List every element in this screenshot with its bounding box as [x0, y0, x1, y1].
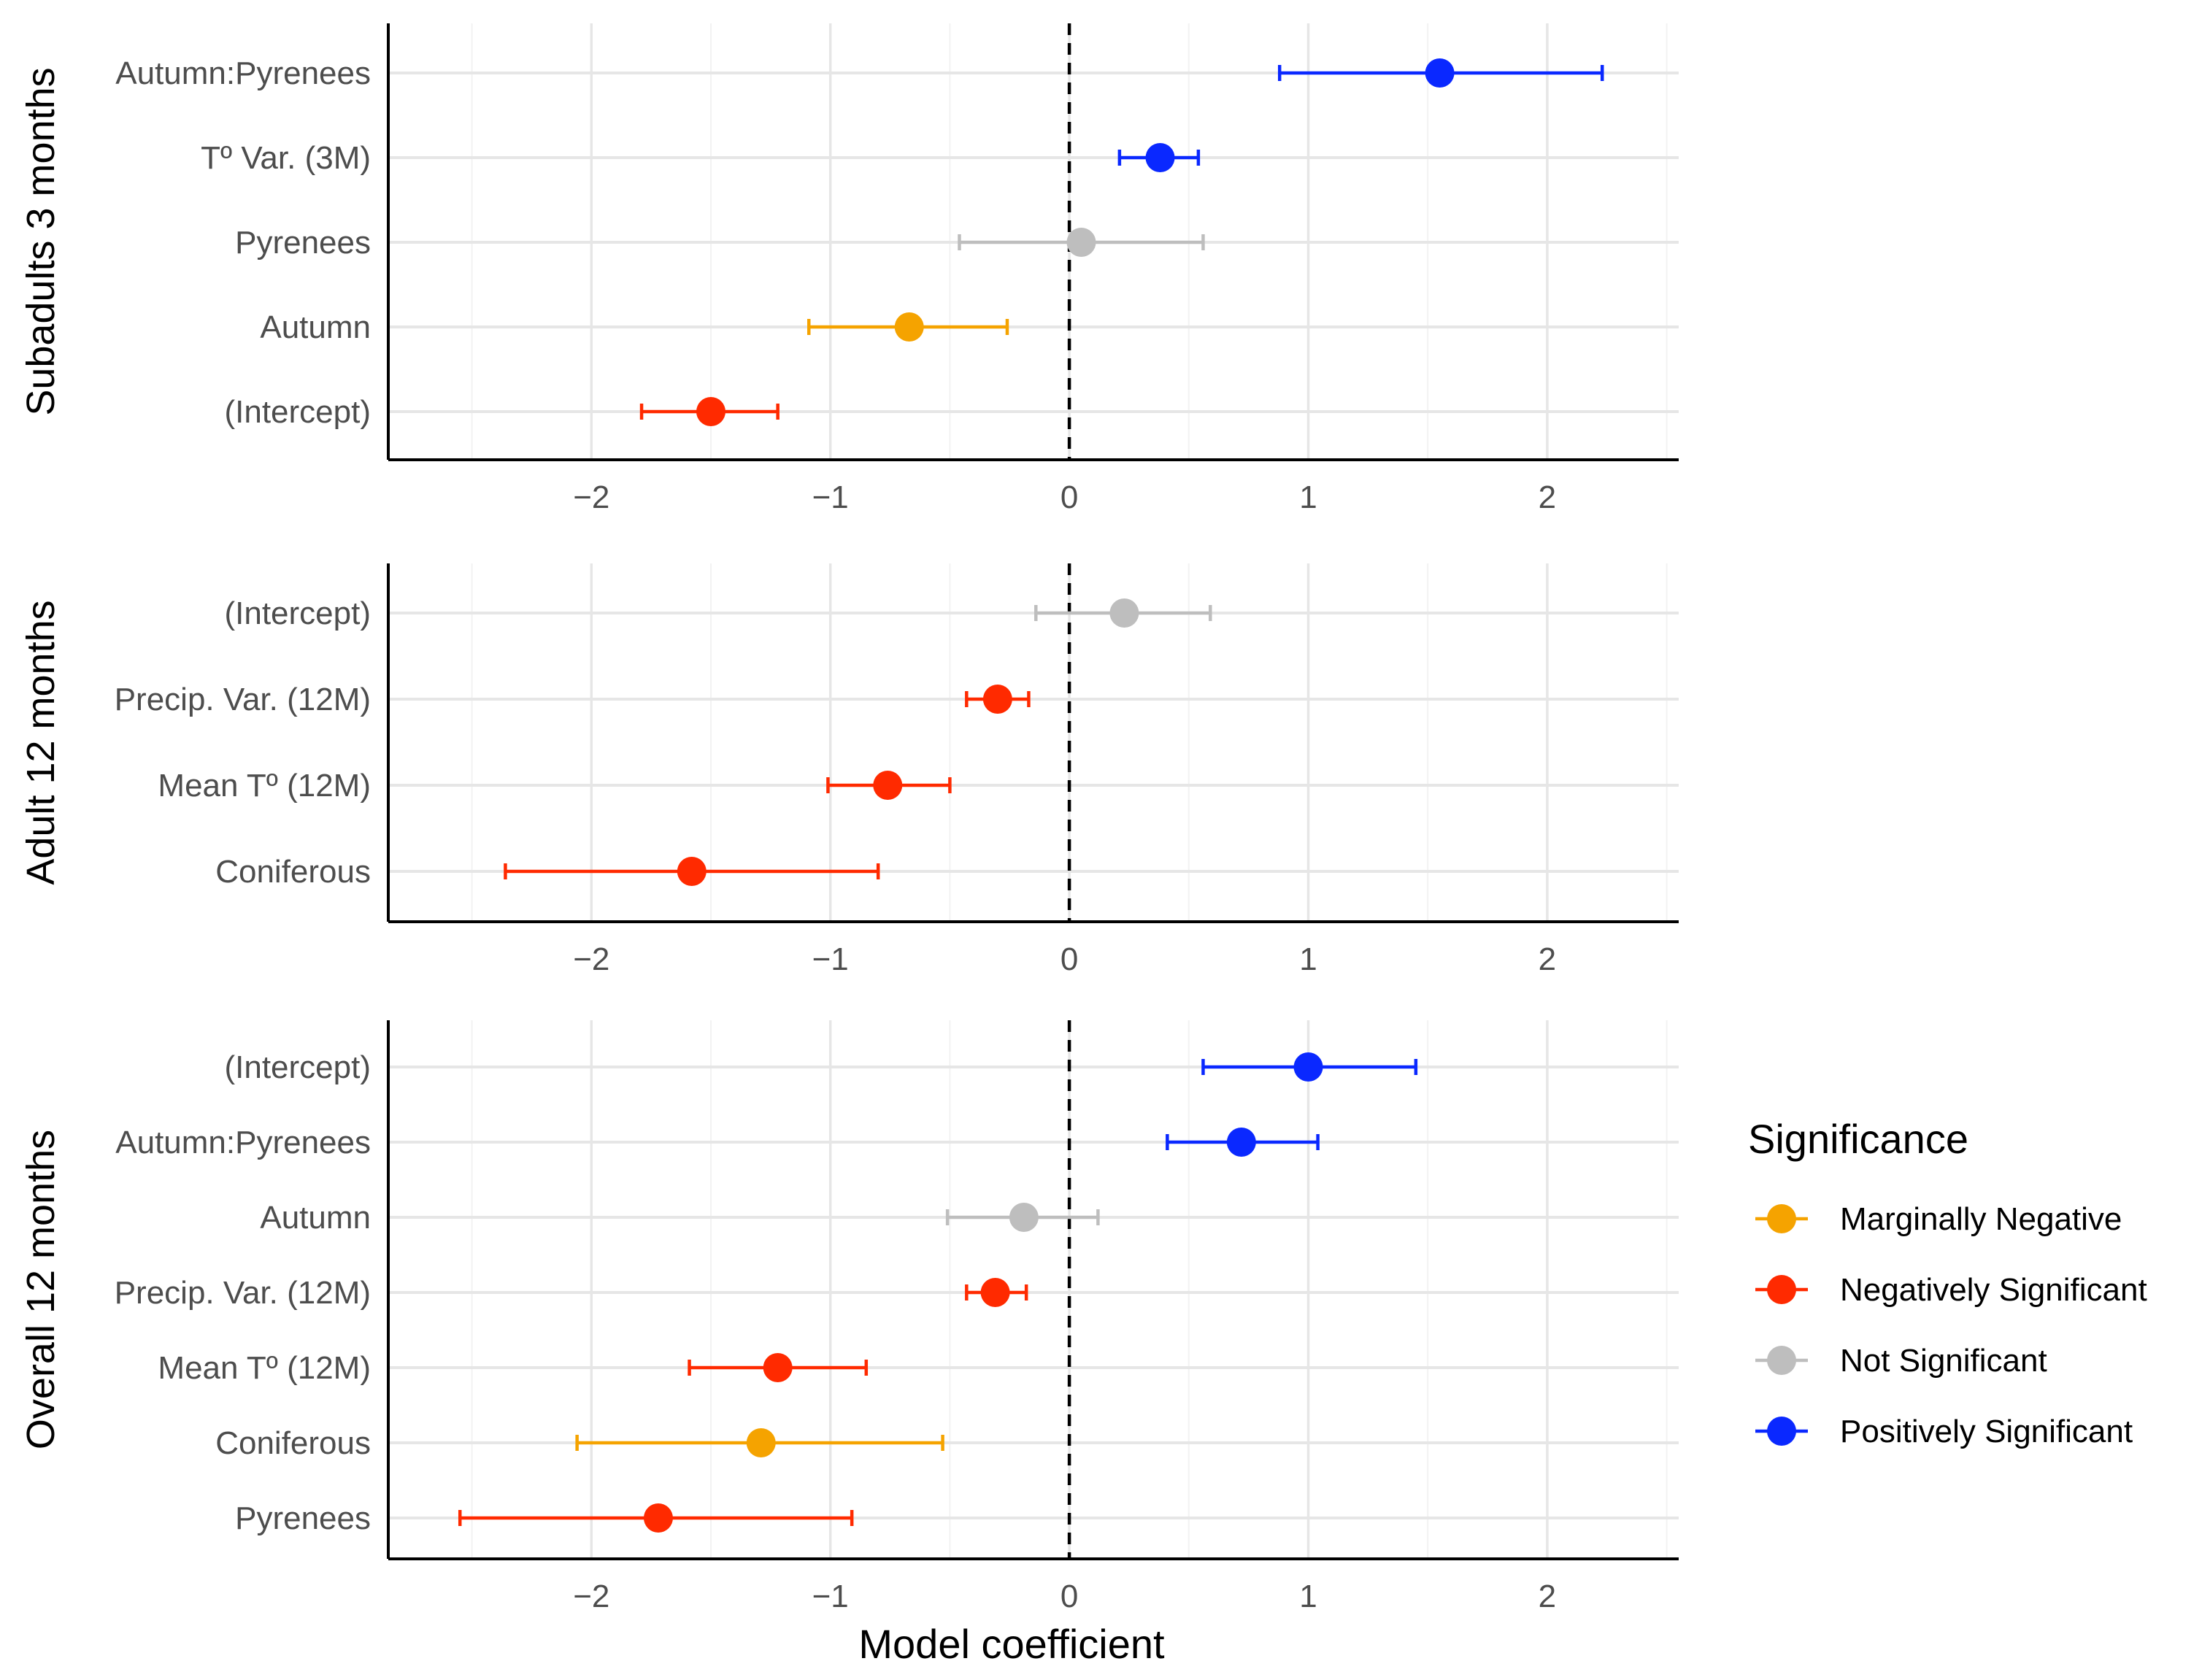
row-label-autumn-pyrenees: Autumn:Pyrenees	[115, 1125, 371, 1160]
estimate-point-autumn	[1009, 1203, 1039, 1232]
x-tick-label-subadults-3-months: −1	[812, 479, 849, 515]
legend-key-point-negatively-significant	[1767, 1275, 1796, 1304]
row-label-pyrenees: Pyrenees	[235, 225, 371, 261]
x-axis-title: Model coefficient	[858, 1621, 1165, 1667]
x-tick-label-adult-12-months: 1	[1299, 941, 1317, 977]
panel-title-overall-12-months: Overall 12 months	[19, 1130, 63, 1449]
x-tick-label-overall-12-months: −2	[573, 1579, 609, 1614]
estimate-point-intercept	[696, 397, 725, 426]
estimate-point-precip-var-12m	[982, 685, 1012, 714]
row-label-pyrenees: Pyrenees	[235, 1500, 371, 1536]
estimate-point-intercept	[1109, 598, 1139, 628]
estimate-point-mean-t-12m	[873, 771, 903, 800]
legend-label-negatively-significant: Negatively Significant	[1840, 1272, 2147, 1308]
x-tick-label-subadults-3-months: −2	[573, 479, 609, 515]
row-label-autumn-pyrenees: Autumn:Pyrenees	[115, 55, 371, 91]
row-label-intercept: (Intercept)	[224, 596, 371, 631]
x-tick-label-overall-12-months: −1	[812, 1579, 849, 1614]
estimate-point-intercept	[1293, 1052, 1323, 1082]
x-tick-label-adult-12-months: 2	[1539, 941, 1556, 977]
x-tick-label-overall-12-months: 0	[1060, 1579, 1078, 1614]
x-tick-label-subadults-3-months: 1	[1299, 479, 1317, 515]
row-label-precip-var-12m: Precip. Var. (12M)	[115, 1275, 371, 1311]
panel-title-subadults-3-months: Subadults 3 months	[19, 67, 63, 415]
row-label-coniferous: Coniferous	[215, 1425, 371, 1461]
x-tick-label-subadults-3-months: 0	[1060, 479, 1078, 515]
estimate-point-pyrenees	[1066, 228, 1096, 257]
x-tick-label-overall-12-months: 1	[1299, 1579, 1317, 1614]
row-label-mean-t-12m: Mean Tº (12M)	[158, 768, 371, 804]
row-label-intercept: (Intercept)	[224, 1049, 371, 1085]
legend-title: Significance	[1748, 1116, 1968, 1162]
legend-label-positively-significant: Positively Significant	[1840, 1414, 2133, 1449]
row-label-t-var-3m: Tº Var. (3M)	[201, 140, 371, 176]
legend-key-point-not-significant	[1767, 1346, 1796, 1375]
legend-label-marginally-negative: Marginally Negative	[1840, 1201, 2122, 1237]
estimate-point-autumn-pyrenees	[1226, 1128, 1256, 1157]
estimate-point-coniferous	[746, 1428, 776, 1457]
x-tick-label-subadults-3-months: 2	[1539, 479, 1556, 515]
panel-title-adult-12-months: Adult 12 months	[19, 600, 63, 885]
legend-key-point-positively-significant	[1767, 1417, 1796, 1446]
legend-key-point-marginally-negative	[1767, 1204, 1796, 1233]
row-label-intercept: (Intercept)	[224, 394, 371, 430]
estimate-point-mean-t-12m	[763, 1353, 793, 1382]
estimate-point-autumn	[894, 312, 924, 342]
estimate-point-pyrenees	[643, 1503, 673, 1533]
row-label-mean-t-12m: Mean Tº (12M)	[158, 1350, 371, 1386]
estimate-point-precip-var-12m	[980, 1278, 1010, 1307]
estimate-point-autumn-pyrenees	[1425, 58, 1455, 88]
x-tick-label-overall-12-months: 2	[1539, 1579, 1556, 1614]
x-tick-label-adult-12-months: −1	[812, 941, 849, 977]
row-label-autumn: Autumn	[260, 309, 371, 345]
row-label-autumn: Autumn	[260, 1200, 371, 1236]
estimate-point-t-var-3m	[1145, 143, 1175, 172]
row-label-coniferous: Coniferous	[215, 854, 371, 890]
x-tick-label-adult-12-months: 0	[1060, 941, 1078, 977]
row-label-precip-var-12m: Precip. Var. (12M)	[115, 682, 371, 717]
x-tick-label-adult-12-months: −2	[573, 941, 609, 977]
estimate-point-coniferous	[677, 857, 707, 886]
legend-label-not-significant: Not Significant	[1840, 1343, 2047, 1379]
